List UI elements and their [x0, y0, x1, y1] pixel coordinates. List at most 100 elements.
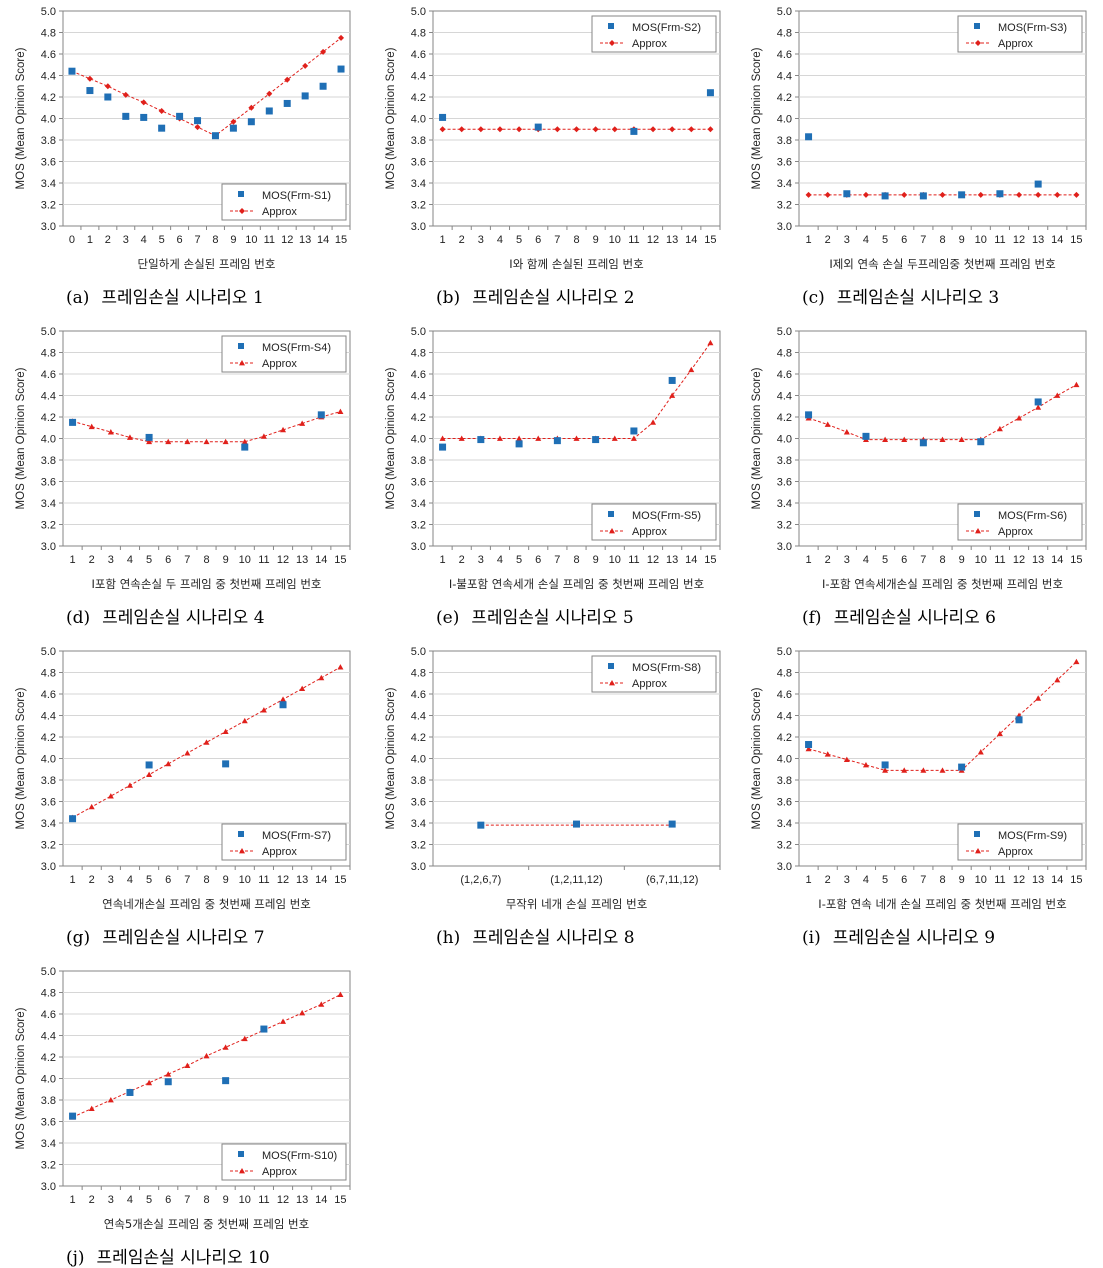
y-tick-label: 4.0 [777, 754, 792, 766]
panel-caption: (c) 프레임손실 시나리오 3 [802, 283, 1011, 308]
y-tick-label: 4.6 [777, 689, 792, 701]
panel-caption: (b) 프레임손실 시나리오 2 [436, 283, 647, 308]
x-tick-label: 3 [844, 874, 850, 886]
y-tick-label: 3.8 [41, 1095, 56, 1107]
x-tick-label: 12 [281, 234, 293, 246]
x-tick-label: 15 [704, 554, 716, 566]
x-tick-label: 14 [1051, 234, 1063, 246]
mos-point [140, 113, 148, 121]
x-tick-label: 5 [882, 234, 888, 246]
approx-marker [688, 126, 695, 133]
approx-marker [126, 782, 133, 788]
x-tick-label: 7 [184, 1194, 190, 1206]
approx-line [72, 666, 341, 819]
chart-panel-c: 3.0 3.2 3.4 3.6 3.8 4.0 4.2 4.4 4.6 4.8 5.0 1 2 3 4 5 6 7… [742, 6, 1092, 276]
approx-marker [1073, 658, 1080, 665]
x-tick-label: 1 [70, 874, 76, 886]
x-tick-label: 11 [258, 874, 269, 886]
approx-marker [707, 339, 714, 346]
caption-letter: (a) [66, 288, 90, 308]
x-tick-label: 6 [901, 234, 907, 246]
mos-point [164, 1078, 172, 1086]
mos-point [1015, 716, 1023, 724]
x-tick-label: 9 [223, 554, 229, 566]
x-tick-label: 10 [239, 874, 251, 886]
chart-panel-h: 3.0 3.2 3.4 3.6 3.8 4.0 4.2 4.4 4.6 4.8 5.0 (1,2,6,… [376, 646, 726, 916]
y-tick-label: 5.0 [41, 646, 56, 658]
approx-marker [1035, 404, 1042, 410]
approx-marker [458, 126, 465, 133]
caption-letter: (h) [436, 928, 461, 948]
x-tick-label: 10 [975, 234, 987, 246]
approx-marker [184, 438, 191, 445]
legend-mos-swatch [608, 23, 614, 29]
x-tick-label: 8 [939, 234, 945, 246]
legend: MOS(Frm-S1) Approx [221, 183, 347, 221]
legend-approx-marker [239, 848, 245, 854]
y-tick-label: 5.0 [411, 6, 426, 18]
x-tick-label: 8 [939, 554, 945, 566]
legend-box [957, 823, 1083, 861]
approx-marker [477, 126, 484, 133]
approx-marker [266, 90, 273, 97]
legend: MOS(Frm-S4) Approx [221, 335, 347, 373]
mos-point [1034, 180, 1042, 188]
approx-marker [843, 756, 850, 762]
mos-point [439, 443, 447, 451]
approx-marker [260, 433, 267, 439]
legend-box [591, 503, 717, 541]
y-tick-label: 4.0 [411, 114, 426, 126]
approx-marker [1054, 677, 1061, 683]
approx-marker [280, 1018, 287, 1024]
approx-marker [1016, 415, 1023, 421]
legend-mos-label: MOS(Frm-S4) [262, 342, 331, 354]
y-tick-label: 4.6 [41, 369, 56, 381]
mos-point [996, 190, 1004, 198]
approx-marker [805, 191, 812, 198]
mos-point [958, 191, 966, 199]
legend-approx-marker [975, 848, 981, 854]
y-tick-label: 3.4 [41, 498, 56, 510]
legend: MOS(Frm-S3) Approx [957, 15, 1083, 53]
approx-marker [241, 717, 248, 724]
x-tick-label: 8 [203, 874, 209, 886]
y-tick-label: 3.4 [411, 498, 426, 510]
legend-approx-label: Approx [632, 38, 667, 50]
approx-marker [901, 767, 908, 773]
x-tick-label: 1 [440, 554, 446, 566]
x-tick-label: 15 [335, 234, 347, 246]
approx-marker [107, 793, 114, 799]
x-tick-label: 13 [296, 554, 308, 566]
mos-point [843, 190, 851, 198]
y-tick-label: 5.0 [411, 326, 426, 338]
approx-marker [140, 99, 147, 106]
x-tick-label: 8 [212, 234, 218, 246]
x-tick-label: 13 [296, 1194, 308, 1206]
y-tick-label: 3.4 [777, 498, 792, 510]
x-tick-label: 13 [666, 234, 678, 246]
approx-marker [611, 435, 618, 441]
legend-box [591, 655, 717, 693]
panel-caption: (g) 프레임손실 시나리오 7 [66, 923, 277, 948]
y-tick-label: 3.0 [777, 541, 792, 553]
x-tick-label: 2 [825, 554, 831, 566]
approx-marker [958, 436, 965, 442]
approx-marker [996, 730, 1003, 737]
legend: MOS(Frm-S2) Approx [591, 15, 717, 53]
x-tick-label: 11 [258, 1194, 269, 1206]
y-tick-label: 4.0 [777, 114, 792, 126]
x-tick-label: 8 [573, 234, 579, 246]
mos-point [337, 65, 345, 73]
approx-marker [573, 126, 580, 133]
y-tick-label: 3.8 [777, 455, 792, 467]
mos-point [241, 443, 249, 451]
legend-approx-marker [239, 360, 245, 366]
x-tick-label: 10 [239, 554, 251, 566]
x-tick-label: 14 [685, 234, 697, 246]
approx-marker [184, 750, 191, 756]
x-tick-label: 1 [440, 234, 446, 246]
approx-marker [88, 1105, 95, 1111]
x-axis-label: 연속네개손실 프레임 중 첫번째 프레임 번호 [102, 897, 311, 911]
y-tick-label: 4.2 [41, 1052, 56, 1064]
legend-approx-marker [609, 528, 615, 534]
